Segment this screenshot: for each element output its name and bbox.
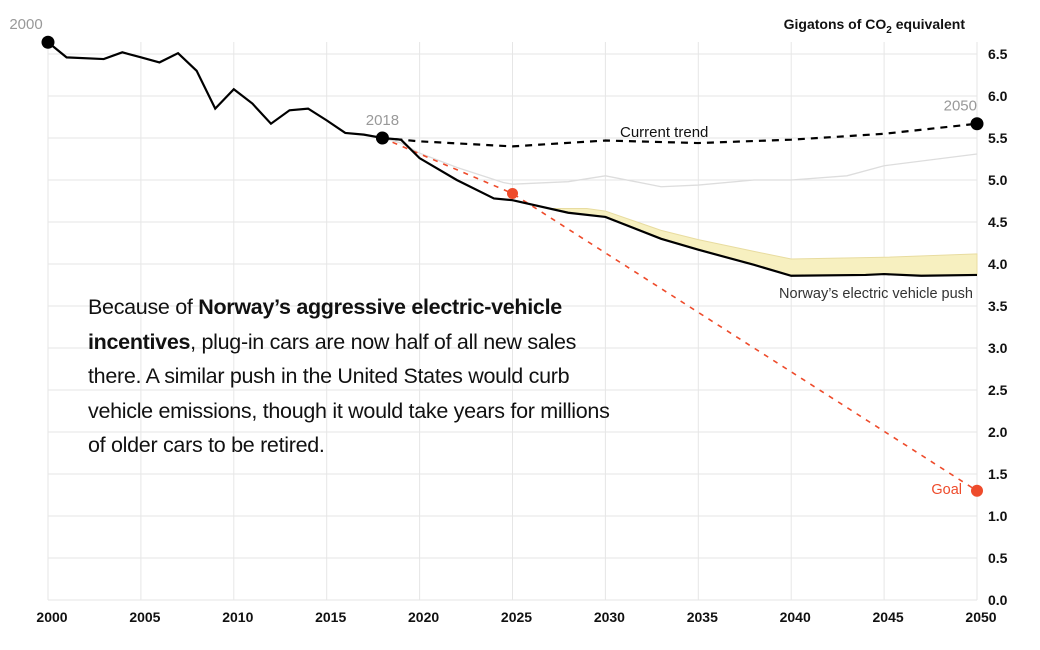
y-tick-label: 2.0 (988, 424, 1008, 440)
series-lines (47, 41, 978, 492)
x-tick-label: 2015 (315, 609, 346, 625)
axis-tick-labels: 2000 2005 2010 2015 2020 2025 2030 2035 2040 2045… (36, 46, 1007, 625)
y-tick-label: 6.0 (988, 88, 1008, 104)
current-trend-line (382, 122, 978, 148)
norway-line (382, 136, 978, 277)
point-label: 2018 (366, 112, 399, 129)
y-tick-label: 4.5 (988, 214, 1008, 230)
y-tick-label: 5.5 (988, 130, 1008, 146)
x-tick-label: 2000 (36, 609, 67, 625)
point-2000 (41, 35, 55, 49)
y-tick-label: 0.0 (988, 592, 1008, 608)
reference-line (382, 137, 978, 188)
point-label: 2000 (9, 16, 42, 33)
point-2018 (375, 131, 389, 145)
norway-label: Norway’s electric vehicle push (779, 286, 973, 302)
y-axis-label: Gigatons of CO2 equivalent (783, 16, 965, 36)
explanatory-note: Because of Norway’s aggressive electric-… (88, 295, 610, 458)
y-tick-label: 0.5 (988, 550, 1008, 566)
y-tick-label: 5.0 (988, 172, 1008, 188)
x-tick-label: 2030 (594, 609, 625, 625)
x-tick-label: 2045 (873, 609, 904, 625)
annotations: 2000 2018 2050 Current trend Norway’s electr… (9, 16, 977, 498)
goal-point-2025 (507, 187, 518, 199)
y-tick-label: 6.5 (988, 46, 1008, 62)
x-tick-label: 2050 (965, 609, 996, 625)
gridlines (47, 42, 978, 601)
series-points (41, 35, 984, 497)
x-tick-label: 2025 (501, 609, 532, 625)
y-tick-label: 4.0 (988, 256, 1008, 272)
goal-label: Goal (931, 482, 962, 498)
y-tick-label: 3.0 (988, 340, 1008, 356)
x-tick-label: 2005 (129, 609, 160, 625)
x-tick-label: 2035 (687, 609, 718, 625)
x-tick-label: 2020 (408, 609, 439, 625)
x-tick-label: 2040 (780, 609, 811, 625)
goal-point-2050 (971, 484, 983, 497)
point-label: 2050 (944, 98, 977, 115)
historical-line (47, 41, 383, 140)
goal-line (382, 137, 978, 492)
y-tick-label: 2.5 (988, 382, 1008, 398)
note-highlight: Norway’s aggressive electric-vehicle inc… (88, 295, 562, 354)
y-tick-label: 1.0 (988, 508, 1008, 524)
current-trend-label: Current trend (620, 124, 708, 141)
x-tick-label: 2010 (222, 609, 253, 625)
y-tick-label: 1.5 (988, 466, 1008, 482)
y-tick-label: 3.5 (988, 298, 1008, 314)
point-2050 (970, 117, 984, 131)
